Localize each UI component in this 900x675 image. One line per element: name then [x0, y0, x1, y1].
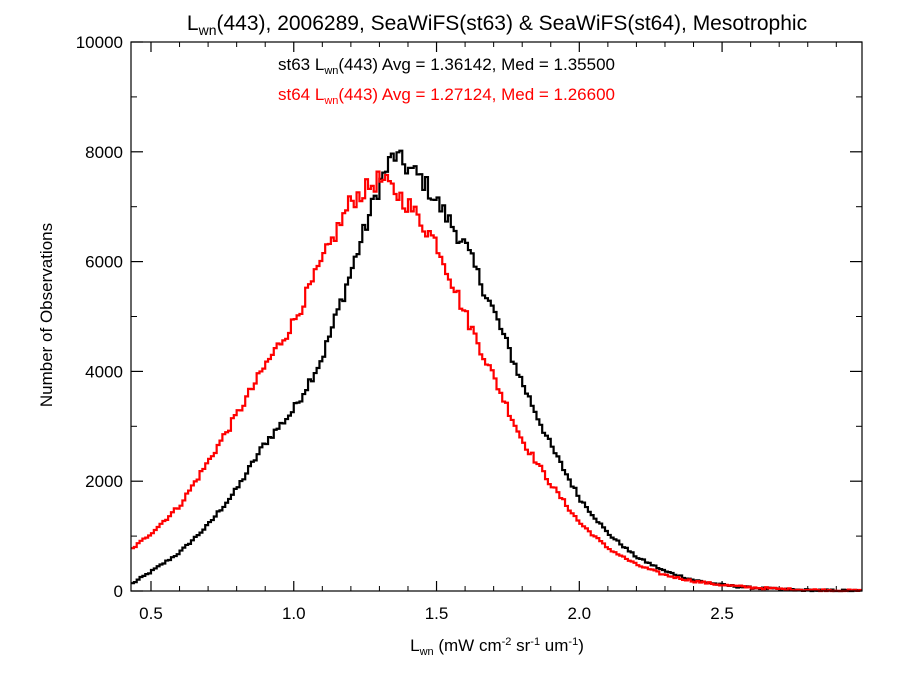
- x-axis-label: Lwn (mW cm-2 sr-1 um-1): [410, 636, 584, 658]
- x-tick-label: 2.0: [567, 604, 591, 623]
- x-tick-label: 0.5: [139, 604, 163, 623]
- y-tick-label: 2000: [85, 472, 123, 491]
- series-group: [131, 149, 862, 593]
- y-tick-label: 0: [114, 582, 123, 601]
- chart-title: Lwn(443), 2006289, SeaWiFS(st63) & SeaWi…: [187, 12, 807, 38]
- x-tick-label: 2.5: [710, 604, 734, 623]
- y-tick-label: 4000: [85, 362, 123, 381]
- x-tick-label: 1.0: [282, 604, 306, 623]
- x-tick-label: 1.5: [425, 604, 449, 623]
- series-line-st63: [131, 149, 862, 593]
- annotation-st63: st63 Lwn(443) Avg = 1.36142, Med = 1.355…: [278, 55, 615, 77]
- axis-ticks: 0.5 1.0 1.5 2.0 2.5 0 2000 4000 6000 8000 10000: [76, 33, 862, 623]
- y-tick-label: 8000: [85, 143, 123, 162]
- y-tick-label: 10000: [76, 33, 123, 52]
- annotation-st64: st64 Lwn(443) Avg = 1.27124, Med = 1.266…: [278, 85, 615, 107]
- plot-frame: [130, 41, 863, 592]
- y-tick-label: 6000: [85, 253, 123, 272]
- series-line-st64: [131, 170, 862, 593]
- y-axis-label: Number of Observations: [37, 223, 56, 407]
